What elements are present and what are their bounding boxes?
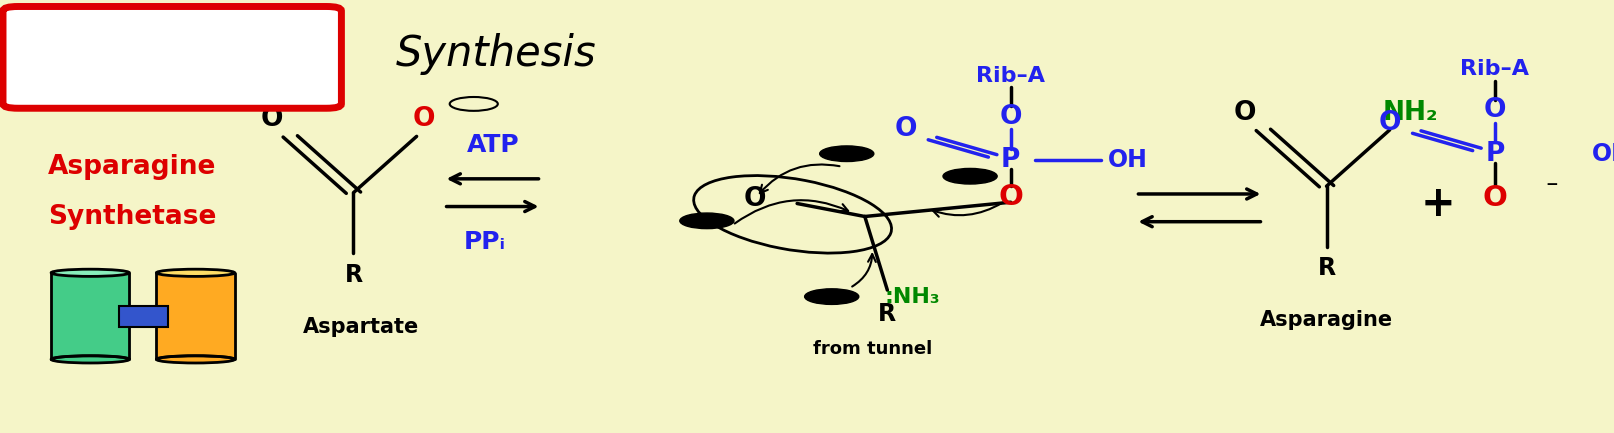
Ellipse shape [52,269,129,276]
Text: O: O [894,116,917,142]
Text: P: P [1001,147,1020,173]
Circle shape [679,213,734,229]
Bar [119,306,168,327]
Bar [157,273,234,359]
Text: from tunnel: from tunnel [813,339,931,358]
Circle shape [943,168,997,184]
Circle shape [820,146,873,162]
Text: R: R [344,263,363,287]
Text: Synthetase: Synthetase [48,204,216,229]
Bar [52,273,129,359]
Text: O: O [413,106,436,132]
Text: Rib–A: Rib–A [1461,59,1530,79]
Text: R: R [878,302,896,326]
Text: :NH₃: :NH₃ [884,287,939,307]
Text: OH: OH [1109,148,1148,172]
Text: Synthesis: Synthesis [395,33,597,75]
Text: O: O [997,183,1023,211]
Text: O: O [1235,100,1257,126]
Text: −: − [1546,177,1559,191]
Ellipse shape [52,356,129,363]
Text: O: O [1483,184,1507,212]
Text: O: O [261,106,284,132]
Text: O: O [1483,97,1506,123]
Text: O: O [999,104,1022,130]
Text: ATP: ATP [466,133,520,157]
Text: −: − [468,97,479,111]
Text: O: O [744,186,767,212]
Circle shape [805,289,859,304]
Circle shape [450,97,497,111]
Text: Asparagine: Asparagine [48,154,216,180]
FancyBboxPatch shape [3,6,342,108]
Text: ①: ① [826,290,838,303]
Ellipse shape [157,269,234,276]
Text: O: O [1378,110,1401,136]
Text: Asparagine: Asparagine [1261,310,1393,330]
Text: P: P [1485,141,1504,167]
Text: NH₂: NH₂ [1383,100,1438,126]
Text: Rib–A: Rib–A [976,66,1046,86]
Text: ④: ④ [965,170,975,183]
Text: OH: OH [1593,142,1614,166]
Text: Asparagine: Asparagine [53,37,292,74]
Text: +: + [1420,183,1456,224]
Text: ②: ② [841,147,852,160]
Text: R: R [1317,256,1336,281]
Text: Aspartate: Aspartate [303,317,420,337]
Ellipse shape [157,356,234,363]
Text: ③: ③ [702,214,712,227]
Text: PPᵢ: PPᵢ [463,230,505,255]
Circle shape [1525,176,1578,192]
